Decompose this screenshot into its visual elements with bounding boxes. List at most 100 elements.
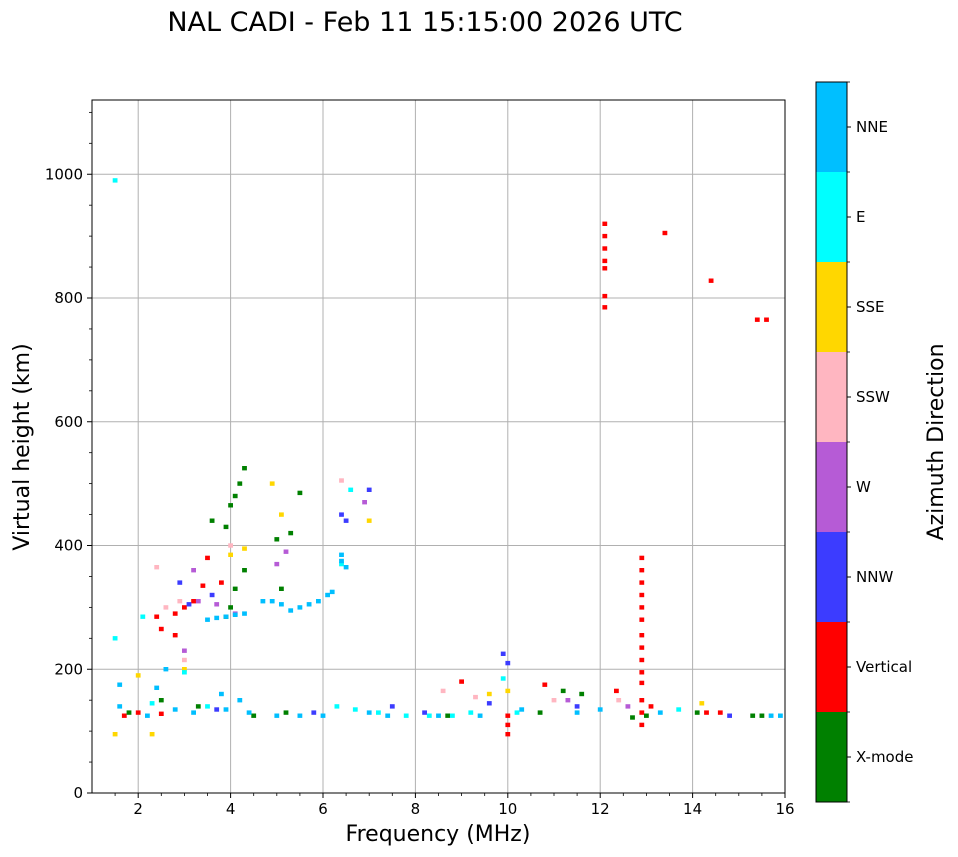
x-tick-label: 12 — [591, 800, 610, 818]
data-point — [537, 710, 543, 715]
data-point — [306, 602, 312, 607]
data-point — [639, 670, 645, 675]
colorbar: X-mode Vertical NNW W SSW SSE E NNE — [815, 81, 913, 803]
x-tick-label: 8 — [411, 800, 421, 818]
data-point — [385, 713, 391, 718]
data-point — [500, 676, 506, 681]
data-point — [191, 599, 196, 604]
data-point — [242, 568, 247, 573]
data-point — [228, 503, 233, 508]
data-point — [376, 710, 381, 715]
data-point — [440, 688, 446, 694]
data-point — [154, 614, 160, 619]
data-point — [339, 552, 344, 557]
colorbar-swatch — [816, 82, 847, 172]
series-w — [182, 500, 631, 709]
data-point — [639, 633, 645, 638]
x-tick-label: 2 — [133, 800, 143, 818]
data-point — [450, 713, 455, 718]
data-marks — [112, 178, 783, 737]
data-point — [237, 698, 243, 703]
data-point — [158, 711, 164, 716]
data-point — [297, 490, 303, 496]
data-point — [727, 713, 732, 718]
data-point — [514, 710, 520, 715]
data-point — [205, 617, 210, 622]
data-point — [477, 713, 483, 718]
data-point — [699, 701, 705, 706]
data-point — [754, 317, 760, 322]
data-point — [158, 626, 164, 632]
data-point — [551, 698, 557, 703]
y-axis-label: Virtual height (km) — [10, 343, 35, 550]
data-point — [200, 583, 206, 588]
colorbar-tick-label: NNE — [856, 118, 888, 136]
data-point — [214, 615, 220, 621]
data-point — [602, 266, 608, 271]
data-point — [260, 599, 266, 604]
data-point — [195, 599, 201, 604]
data-point — [639, 645, 645, 650]
data-point — [177, 580, 183, 585]
data-point — [648, 704, 654, 709]
data-point — [639, 605, 645, 610]
y-tick-label: 200 — [54, 660, 83, 678]
data-point — [279, 586, 284, 591]
data-point — [542, 682, 548, 687]
data-point — [343, 518, 349, 523]
data-point — [426, 713, 432, 718]
series-nne — [117, 552, 783, 718]
colorbar-tick-label: SSE — [856, 298, 885, 316]
data-point — [279, 602, 284, 607]
data-point — [209, 592, 215, 598]
data-point — [246, 710, 252, 715]
colorbar-swatch — [816, 622, 847, 712]
data-point — [389, 704, 395, 709]
chart-title: NAL CADI - Feb 11 15:15:00 2026 UTC — [167, 7, 682, 38]
data-point — [334, 704, 340, 709]
data-point — [579, 691, 585, 697]
data-point — [630, 715, 635, 720]
data-point — [228, 605, 233, 610]
colorbar-tick-label: SSW — [856, 388, 890, 406]
data-point — [320, 713, 326, 718]
data-point — [126, 710, 132, 715]
data-point — [768, 713, 774, 718]
data-point — [329, 589, 335, 595]
data-point — [639, 698, 645, 703]
data-point — [436, 713, 441, 718]
data-point — [158, 698, 164, 703]
data-point — [639, 722, 645, 728]
data-point — [602, 293, 608, 299]
data-point — [182, 657, 187, 663]
data-point — [205, 555, 210, 561]
data-point — [117, 682, 123, 687]
y-tick-label: 800 — [54, 289, 83, 307]
data-point — [422, 710, 427, 715]
data-point — [163, 667, 169, 672]
data-point — [676, 707, 682, 712]
data-point — [219, 691, 224, 697]
data-point — [223, 707, 229, 712]
data-point — [560, 688, 566, 694]
data-point — [505, 732, 511, 737]
data-point — [597, 707, 603, 712]
colorbar-tick-label: E — [856, 208, 865, 226]
data-point — [639, 580, 645, 585]
data-point — [468, 710, 474, 715]
data-point — [269, 599, 275, 604]
x-tick-label: 10 — [498, 800, 517, 818]
data-point — [339, 512, 344, 517]
data-point — [182, 670, 187, 675]
data-point — [154, 685, 160, 690]
data-point — [140, 614, 146, 619]
data-point — [764, 317, 769, 322]
data-point — [135, 710, 141, 715]
x-axis-ticks: 2 4 6 8 10 12 14 16 — [114, 793, 795, 818]
data-point — [274, 713, 280, 718]
data-point — [657, 710, 663, 715]
data-point — [135, 673, 141, 678]
data-point — [639, 592, 645, 598]
data-point — [223, 614, 229, 619]
data-point — [639, 568, 645, 573]
